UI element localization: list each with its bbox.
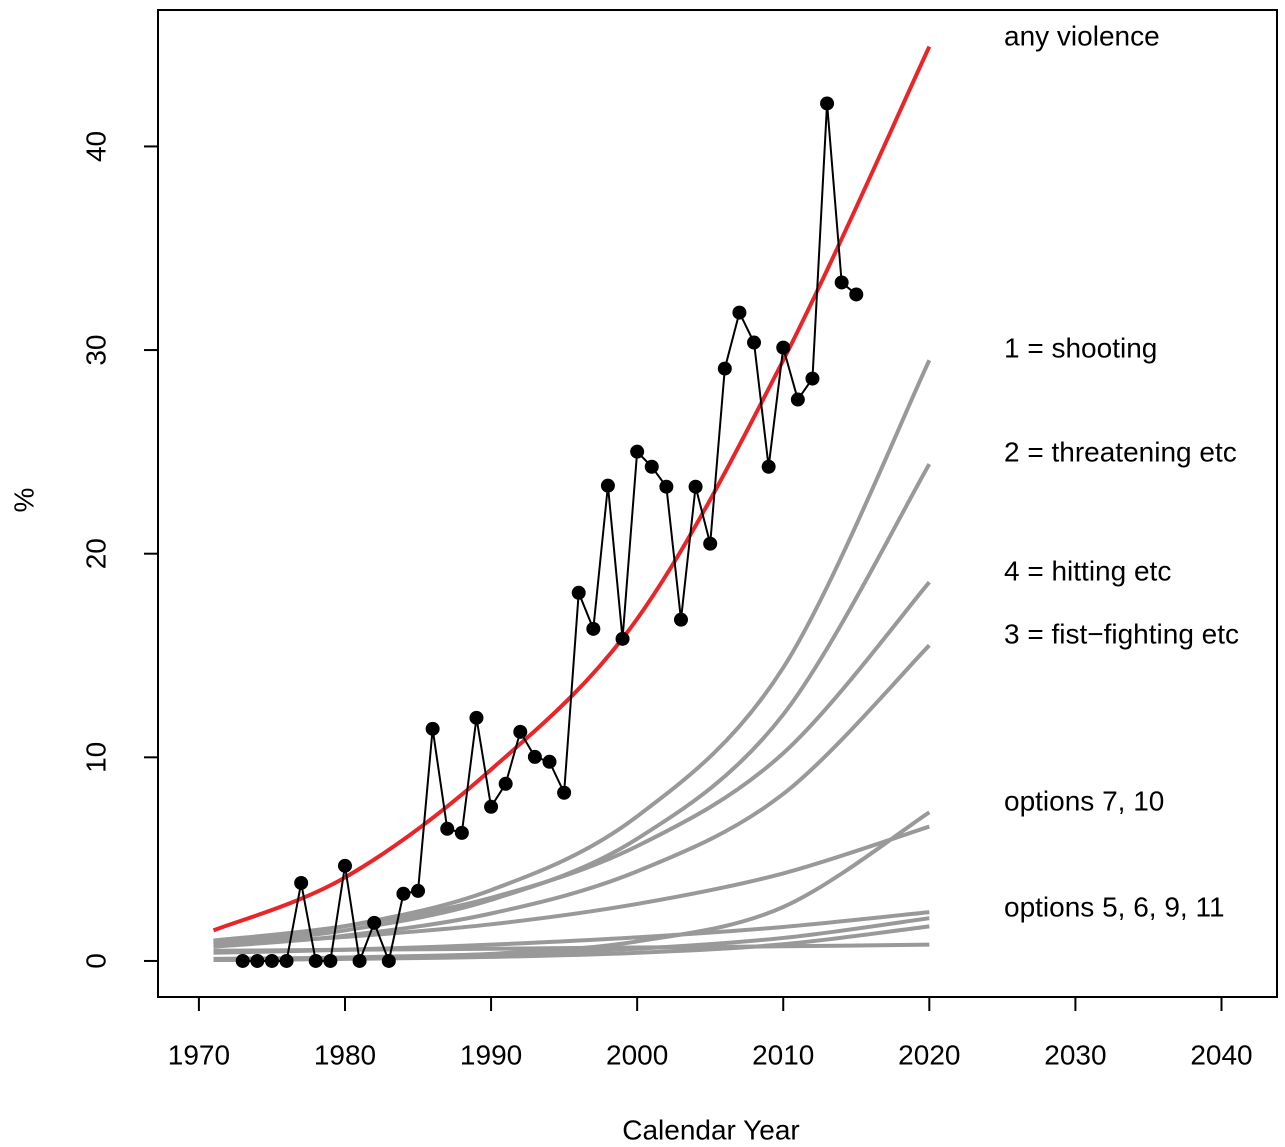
- data-point: [279, 953, 294, 968]
- curve-annotation: options 7, 10: [1004, 785, 1164, 816]
- x-tick-label: 1970: [168, 1039, 230, 1070]
- y-axis-label: %: [8, 488, 39, 513]
- y-tick-label: 30: [80, 334, 111, 365]
- data-point: [527, 749, 542, 764]
- data-point: [411, 883, 426, 898]
- data-point: [440, 821, 455, 836]
- data-point: [250, 953, 265, 968]
- data-point: [717, 361, 732, 376]
- data-point: [630, 444, 645, 459]
- data-line: [242, 103, 857, 965]
- fit-curve: [213, 942, 930, 953]
- data-point: [703, 536, 718, 551]
- data-point: [688, 479, 703, 494]
- data-point: [776, 340, 791, 355]
- fit-curve: [213, 824, 930, 947]
- data-point: [820, 96, 835, 111]
- x-tick-label: 2030: [1044, 1039, 1106, 1070]
- data-point: [264, 953, 279, 968]
- data-point: [513, 724, 528, 739]
- data-point: [790, 392, 805, 407]
- data-point: [644, 459, 659, 474]
- data-point: [732, 305, 747, 320]
- data-point: [747, 335, 762, 350]
- data-point: [542, 754, 557, 769]
- data-point: [659, 479, 674, 494]
- y-tick-label: 40: [80, 131, 111, 162]
- overall-fit-curve: [212, 45, 932, 933]
- data-point: [484, 799, 499, 814]
- x-tick-label: 2020: [898, 1039, 960, 1070]
- data-point: [849, 287, 864, 302]
- data-point: [600, 478, 615, 493]
- curve-annotation: 1 = shooting: [1004, 332, 1157, 363]
- data-point: [352, 953, 367, 968]
- x-tick-label: 2040: [1190, 1039, 1252, 1070]
- x-tick-label: 2010: [752, 1039, 814, 1070]
- data-point: [396, 886, 411, 901]
- data-point: [425, 721, 440, 736]
- fit-curve: [213, 580, 931, 943]
- data-point: [498, 776, 513, 791]
- curve-annotation: options 5, 6, 9, 11: [1004, 891, 1225, 922]
- y-tick-label: 0: [80, 953, 111, 969]
- data-point: [308, 953, 323, 968]
- x-tick-label: 1990: [460, 1039, 522, 1070]
- data-point: [834, 275, 849, 290]
- data-point: [323, 953, 338, 968]
- curve-annotation: 3 = fist−fighting etc: [1004, 618, 1239, 649]
- data-point: [615, 631, 630, 646]
- y-tick-label: 10: [80, 742, 111, 773]
- data-point: [367, 915, 382, 930]
- data-point: [454, 825, 469, 840]
- curve-annotation: 2 = threatening etc: [1004, 436, 1237, 467]
- data-point: [294, 875, 309, 890]
- data-point: [805, 371, 820, 386]
- curve-annotation: any violence: [1004, 20, 1160, 51]
- x-tick-label: 2000: [606, 1039, 668, 1070]
- fit-curve: [213, 463, 932, 947]
- data-point: [469, 710, 484, 725]
- data-point: [673, 612, 688, 627]
- data-point: [557, 785, 572, 800]
- x-axis-label: Calendar Year: [622, 1114, 799, 1145]
- fit-curve: [213, 359, 932, 945]
- data-point: [235, 953, 250, 968]
- plot-frame: [157, 9, 1278, 998]
- data-point: [571, 585, 586, 600]
- x-tick-label: 1980: [314, 1039, 376, 1070]
- data-point: [761, 459, 776, 474]
- data-point: [586, 621, 601, 636]
- data-point: [381, 953, 396, 968]
- curve-annotation: 4 = hitting etc: [1004, 555, 1171, 586]
- data-point: [337, 858, 352, 873]
- y-tick-label: 20: [80, 538, 111, 569]
